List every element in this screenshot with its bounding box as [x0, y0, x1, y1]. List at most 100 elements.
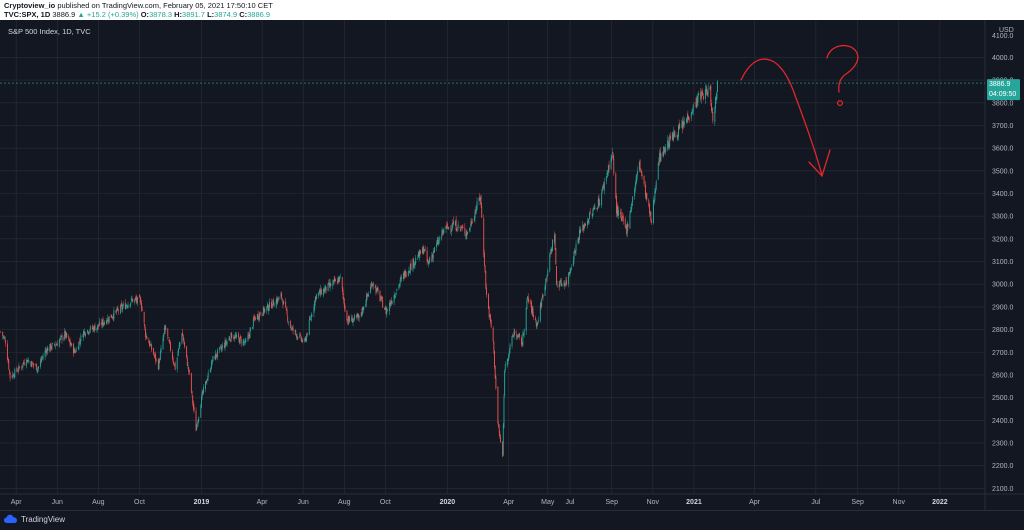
candle-body: [75, 348, 77, 352]
candle-body: [663, 147, 665, 152]
candle-body: [682, 120, 684, 128]
candle-body: [358, 315, 360, 319]
candle-body: [69, 340, 71, 345]
candle-body: [291, 327, 293, 329]
candle-body: [229, 340, 231, 341]
candle-body: [682, 121, 683, 130]
candle-body: [702, 95, 704, 100]
candle-body: [592, 209, 594, 216]
candle-body: [101, 321, 103, 326]
candle-body: [615, 173, 617, 198]
candle-body: [471, 221, 473, 223]
candle-body: [167, 328, 169, 337]
candle-body: [338, 277, 340, 283]
candle-body: [545, 278, 547, 280]
candle-body: [273, 300, 274, 306]
candle-body: [8, 369, 10, 372]
candle-body: [357, 313, 359, 318]
candle-body: [620, 212, 622, 218]
candle-body: [339, 276, 341, 278]
candle-body: [638, 162, 640, 170]
candle-body: [139, 295, 140, 298]
candle-body: [539, 304, 541, 321]
candle-body: [390, 302, 392, 306]
time-tick-label: 2021: [686, 499, 702, 506]
candle-series: [0, 79, 718, 457]
close-label: C:: [239, 10, 248, 19]
candle-body: [611, 155, 613, 159]
publisher-name[interactable]: Cryptoview_io: [4, 1, 56, 10]
candle-body: [498, 424, 500, 427]
candle-body: [541, 299, 543, 306]
candle-body: [396, 289, 398, 291]
candle-body: [381, 296, 383, 299]
candle-body: [151, 345, 153, 350]
candle-body: [351, 318, 353, 323]
candle-body: [318, 290, 320, 293]
candle-body: [261, 313, 263, 315]
candle-body: [236, 334, 237, 338]
candle-body: [269, 301, 270, 308]
time-axis[interactable]: Apr Jun Aug Oct 2019 Apr Jun Aug Oct 2020 Apr May Ju…: [11, 499, 948, 506]
candle-body: [580, 229, 582, 232]
candle-body: [672, 134, 674, 140]
candle-body: [531, 308, 533, 314]
candle-body: [158, 359, 160, 370]
candle-body: [191, 391, 193, 395]
candle-body: [7, 359, 9, 363]
candle-body: [244, 342, 246, 344]
candle-body: [252, 326, 254, 329]
candle-body: [60, 335, 62, 337]
tradingview-brand[interactable]: TradingView: [4, 514, 65, 524]
candle-body: [281, 298, 283, 300]
candle-body: [16, 367, 18, 371]
last-price-tag: 3886.9 04:09:50: [987, 79, 1020, 101]
candle-body: [570, 267, 572, 270]
candle-body: [684, 122, 685, 124]
candle-body: [39, 360, 41, 367]
candle-body: [145, 335, 147, 337]
candle-body: [438, 238, 440, 241]
candle-body: [549, 252, 551, 254]
time-tick-label: 2020: [440, 499, 456, 506]
candle-body: [502, 425, 504, 456]
candle-body: [559, 284, 561, 286]
candle-body: [257, 313, 259, 319]
candle-body: [59, 338, 61, 341]
candle-body: [659, 150, 661, 161]
candle-body: [636, 174, 638, 182]
candle-body: [370, 284, 372, 286]
candle-body: [11, 376, 13, 378]
candle-body: [134, 297, 136, 299]
time-tick-label: Apr: [749, 499, 761, 506]
candle-body: [560, 279, 561, 283]
candle-body: [70, 343, 72, 346]
candle-body: [431, 255, 433, 262]
candle-body: [240, 339, 242, 344]
candle-body: [223, 345, 225, 348]
candle-body: [116, 307, 118, 311]
candle-body: [527, 296, 529, 301]
time-tick-label: Jun: [52, 499, 63, 506]
candle-body: [622, 215, 624, 222]
candle-body: [573, 251, 575, 261]
candle-body: [591, 214, 593, 217]
candle-body: [612, 153, 614, 159]
candle-body: [570, 268, 572, 273]
candle-body: [667, 139, 669, 149]
candle-body: [144, 324, 146, 329]
candle-body: [37, 366, 39, 369]
candle-body: [112, 316, 113, 318]
candle-body: [504, 370, 506, 396]
candle-body: [428, 260, 430, 264]
price-chart[interactable]: 2100.0 2200.0 2300.0 2400.0 2500.0 2600.0 2700…: [0, 20, 1024, 510]
candle-body: [356, 313, 358, 318]
time-tick-label: May: [541, 499, 555, 506]
candle-body: [490, 314, 491, 322]
candle-body: [700, 92, 702, 100]
candle-body: [168, 339, 170, 342]
time-tick-label: Sep: [851, 499, 864, 506]
candle-body: [585, 224, 586, 226]
price-axis[interactable]: 2100.0 2200.0 2300.0 2400.0 2500.0 2600.0 2700…: [992, 55, 1014, 493]
candle-body: [377, 287, 379, 292]
